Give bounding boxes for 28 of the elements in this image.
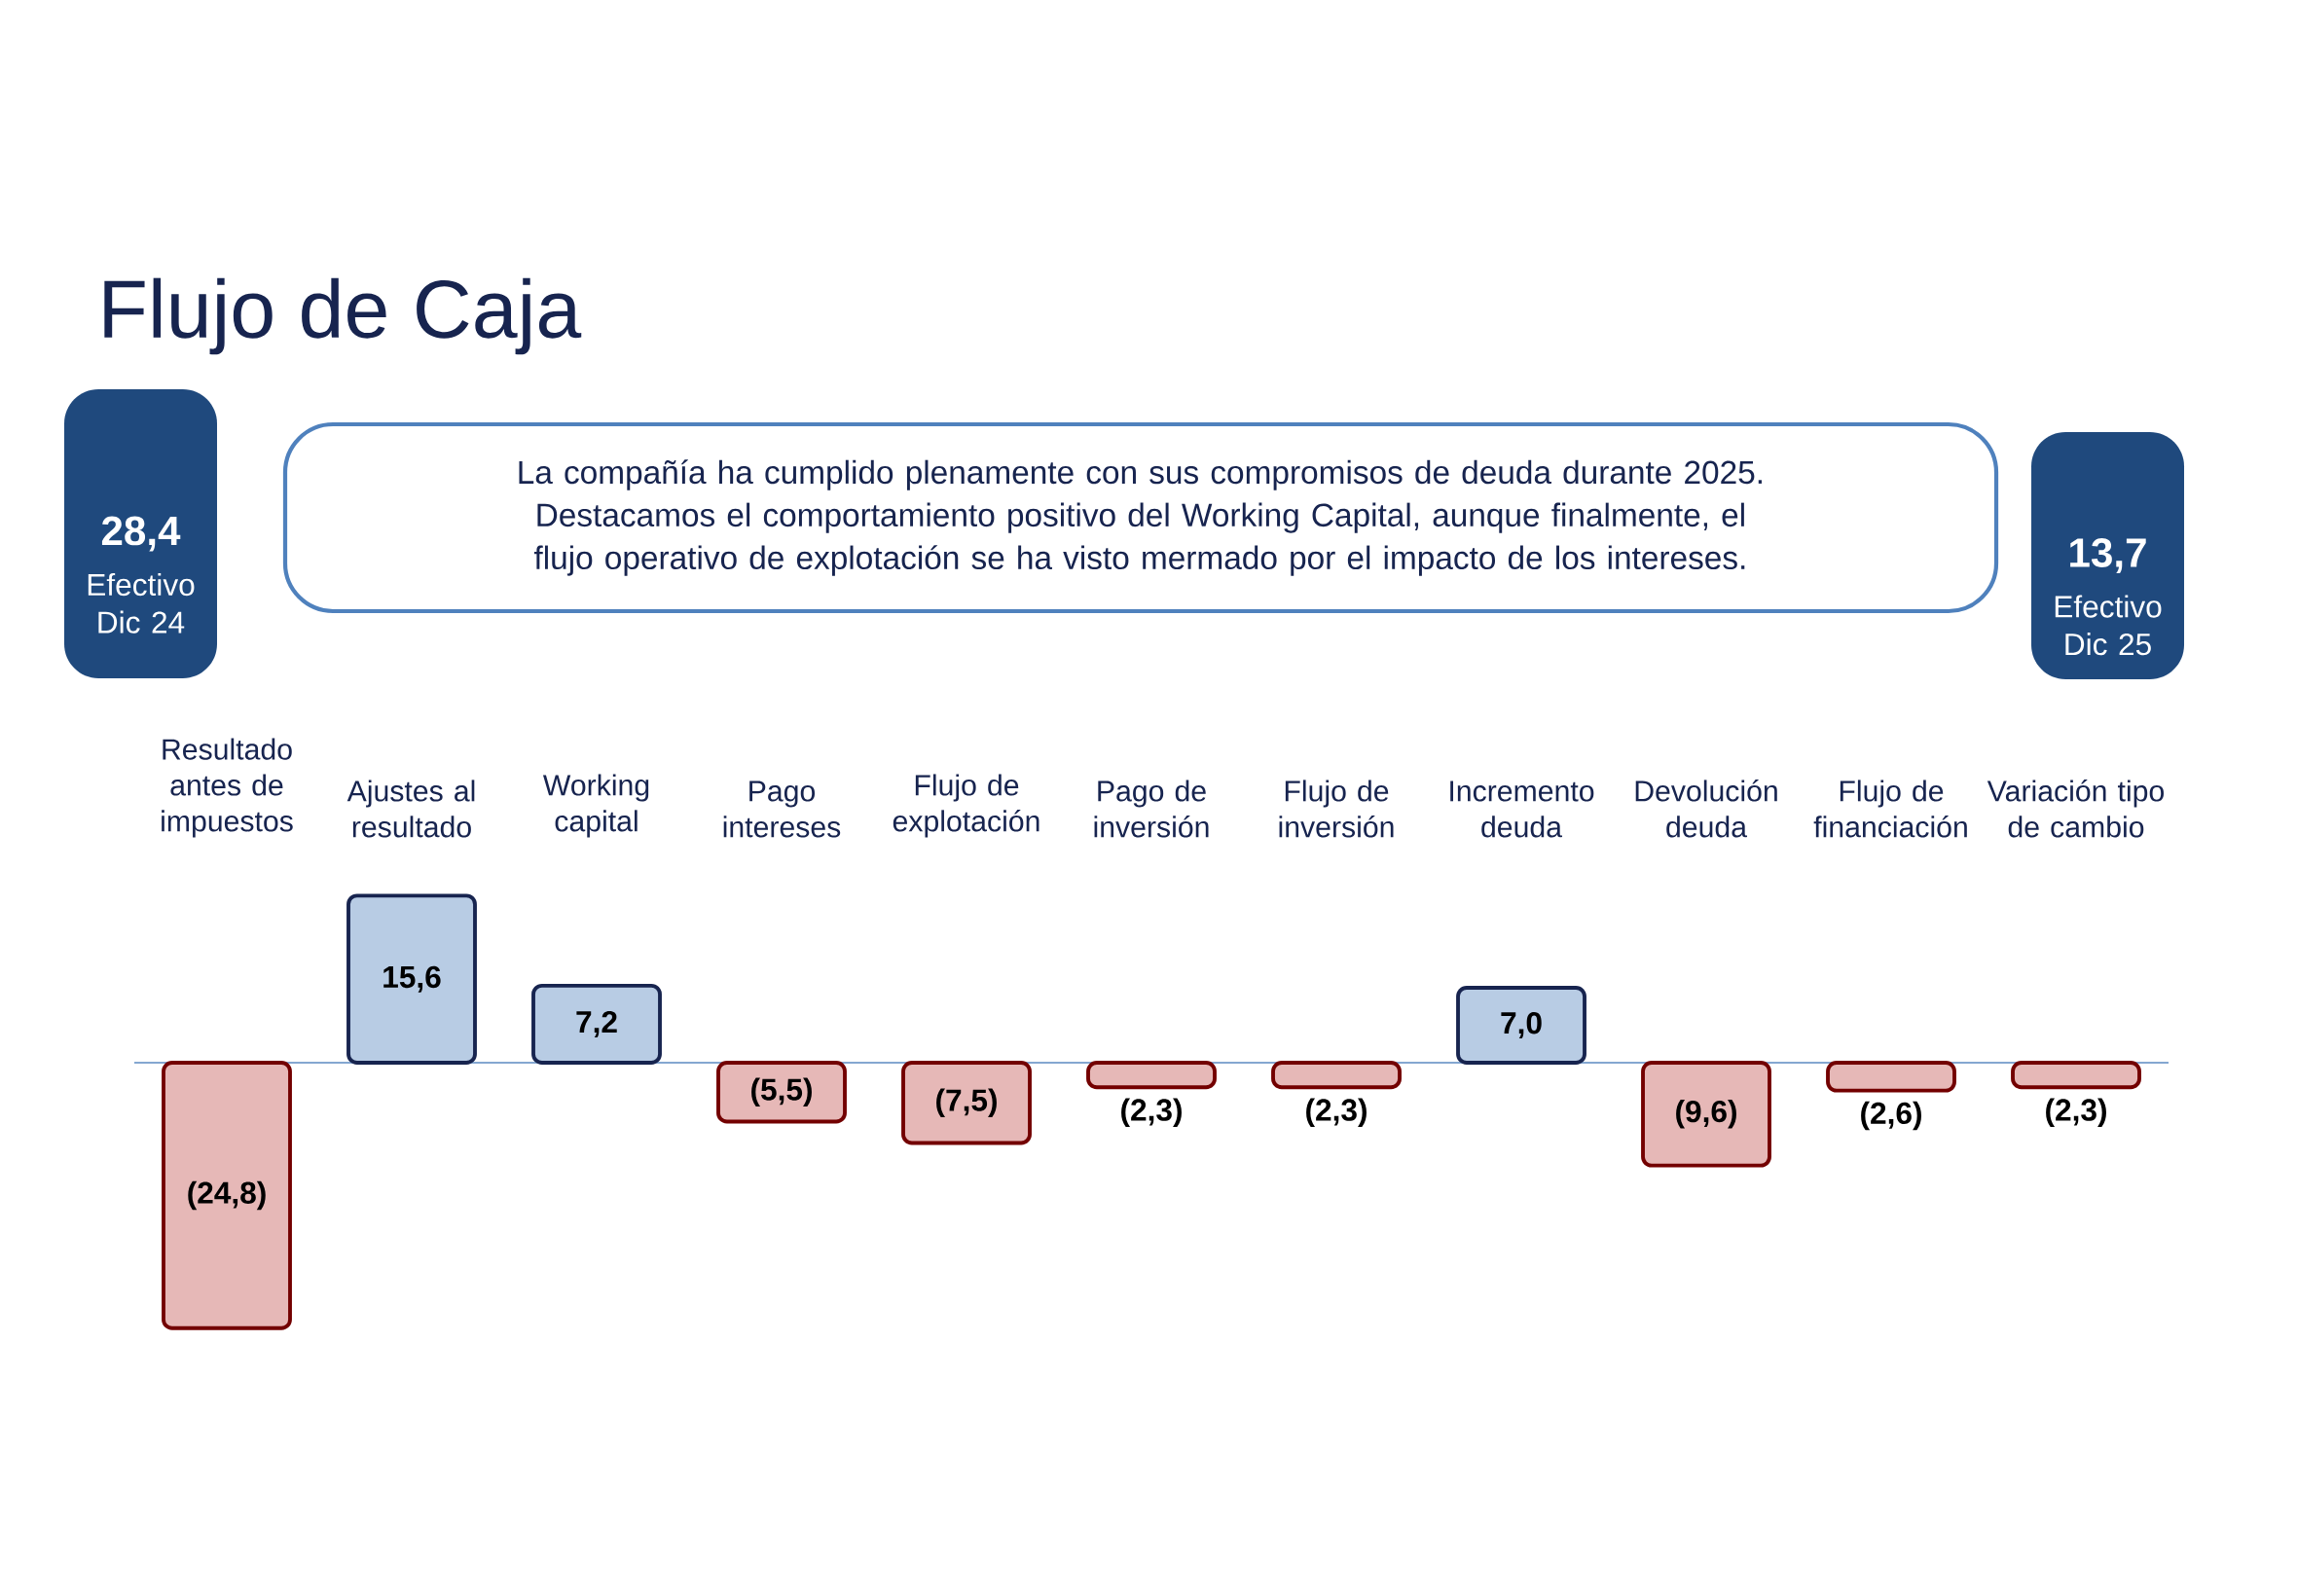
x-tick-label: Flujo de inversión — [1279, 780, 1394, 838]
text: Efectivo Dic 24 — [88, 572, 195, 634]
x-tick-label: Resultado antes de impuestos — [162, 738, 293, 838]
chart-title: Flujo de Caja — [104, 277, 582, 355]
x-tick-label: Variación tipo de cambio — [1987, 780, 2164, 838]
data-label: 7,0 — [1501, 1012, 1542, 1039]
text: 28,4 — [101, 516, 181, 552]
data-label: (2,3) — [1306, 1098, 1367, 1128]
data-label: (2,6) — [1861, 1101, 1921, 1131]
data-label: (24,8) — [188, 1180, 266, 1211]
x-tick-label: Incremento deuda — [1450, 780, 1594, 838]
data-label: (5,5) — [751, 1077, 812, 1106]
text: Efectivo Dic 25 — [2055, 595, 2162, 656]
data-label: (2,3) — [2046, 1098, 2106, 1128]
x-tick-label: Ajustes al resultado — [346, 780, 475, 838]
text: La compañía ha cumplido plenamente con sus compromisos de deuda durante 2025. Destacamos el comportamiento positivo del Working Capital, aunque finalmente, el flujo operativo de explotación se ha visto mermado por el impacto de los intereses. — [519, 459, 1762, 576]
data-label: (9,6) — [1676, 1100, 1736, 1129]
x-tick-label: Flujo de explotación — [893, 774, 1039, 838]
x-tick-label: Flujo de financiación — [1813, 780, 1967, 838]
data-label: (2,3) — [1121, 1098, 1182, 1128]
x-tick-label: Devolución deuda — [1635, 780, 1777, 838]
x-tick-label: Pago intereses — [723, 780, 841, 838]
text: 13,7 — [2070, 538, 2146, 573]
data-label: (7,5) — [936, 1088, 997, 1117]
x-tick-label: Pago de inversión — [1094, 780, 1209, 838]
x-tick-label: Working capital — [542, 774, 649, 838]
data-label: 15,6 — [383, 965, 441, 993]
data-label: 7,2 — [576, 1010, 617, 1037]
